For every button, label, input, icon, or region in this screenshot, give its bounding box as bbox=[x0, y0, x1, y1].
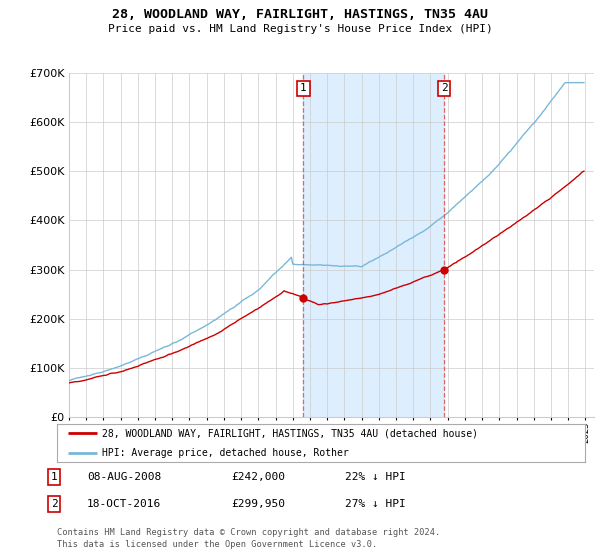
Text: 28, WOODLAND WAY, FAIRLIGHT, HASTINGS, TN35 4AU (detached house): 28, WOODLAND WAY, FAIRLIGHT, HASTINGS, T… bbox=[102, 428, 478, 438]
Text: 22% ↓ HPI: 22% ↓ HPI bbox=[345, 472, 406, 482]
Text: HPI: Average price, detached house, Rother: HPI: Average price, detached house, Roth… bbox=[102, 448, 349, 458]
Text: £242,000: £242,000 bbox=[231, 472, 285, 482]
Text: 27% ↓ HPI: 27% ↓ HPI bbox=[345, 499, 406, 509]
Bar bbox=[304, 73, 444, 417]
Text: 18-OCT-2016: 18-OCT-2016 bbox=[87, 499, 161, 509]
Text: 2: 2 bbox=[441, 83, 448, 94]
Text: 08-AUG-2008: 08-AUG-2008 bbox=[87, 472, 161, 482]
Text: 1: 1 bbox=[50, 472, 58, 482]
Text: 1: 1 bbox=[300, 83, 307, 94]
Text: Contains HM Land Registry data © Crown copyright and database right 2024.
This d: Contains HM Land Registry data © Crown c… bbox=[57, 528, 440, 549]
Text: Price paid vs. HM Land Registry's House Price Index (HPI): Price paid vs. HM Land Registry's House … bbox=[107, 24, 493, 34]
Text: £299,950: £299,950 bbox=[231, 499, 285, 509]
Text: 2: 2 bbox=[50, 499, 58, 509]
Text: 28, WOODLAND WAY, FAIRLIGHT, HASTINGS, TN35 4AU: 28, WOODLAND WAY, FAIRLIGHT, HASTINGS, T… bbox=[112, 8, 488, 21]
